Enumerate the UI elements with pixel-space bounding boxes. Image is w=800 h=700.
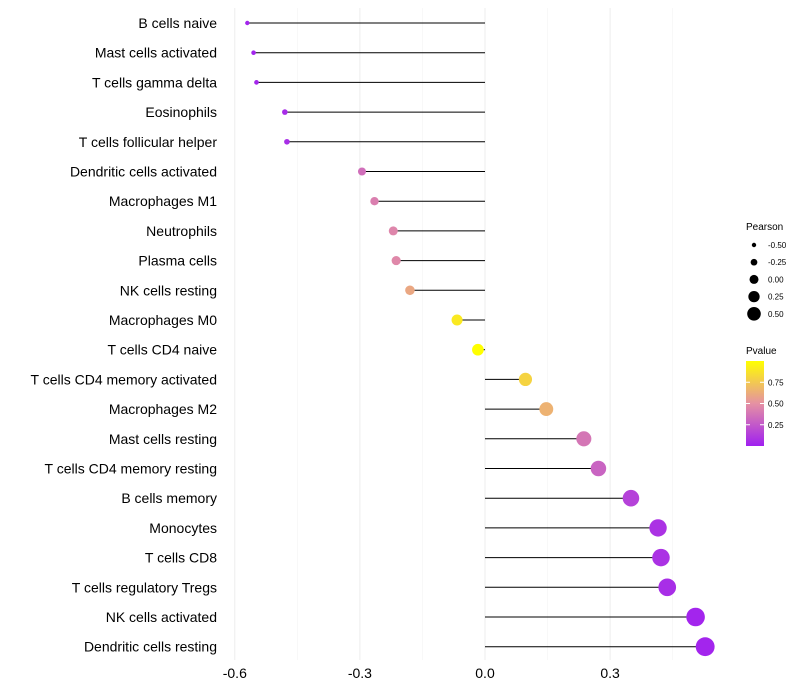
category-label: T cells follicular helper — [79, 134, 218, 150]
lollipop-point — [590, 460, 607, 477]
pvalue-tick-label: 0.25 — [768, 421, 784, 430]
lollipop-point — [658, 578, 677, 597]
x-tick-label: 0.0 — [475, 665, 495, 681]
category-label: NK cells activated — [106, 609, 217, 625]
pearson-legend-label: -0.50 — [768, 241, 787, 250]
pearson-legend-label: 0.50 — [768, 310, 784, 319]
pearson-legend-title: Pearson — [746, 222, 783, 233]
lollipop-point — [251, 50, 256, 55]
category-label: Neutrophils — [146, 223, 217, 239]
category-label: NK cells resting — [120, 282, 217, 298]
pvalue-tick-label: 0.75 — [768, 378, 784, 387]
lollipop-point — [357, 167, 366, 176]
lollipop-point — [622, 489, 640, 507]
category-label: T cells CD4 naive — [108, 342, 218, 358]
category-label: Dendritic cells activated — [70, 164, 217, 180]
category-label: B cells memory — [121, 490, 217, 506]
lollipop-point — [284, 138, 290, 145]
y-axis-labels: B cells naive Mast cells activated T cells… — [31, 15, 218, 655]
lollipop-point — [254, 80, 259, 85]
category-label: Macrophages M2 — [109, 401, 217, 417]
lollipop-point — [370, 196, 379, 206]
category-label: Plasma cells — [138, 253, 217, 269]
lollipop-point — [686, 607, 705, 627]
pearson-legend-key — [747, 307, 761, 321]
pearson-legend-key — [749, 274, 759, 284]
pearson-legend-key — [751, 242, 757, 248]
lollipop-point — [282, 109, 288, 115]
lollipop-point — [518, 372, 533, 387]
lollipop-point — [472, 343, 484, 356]
pvalue-legend: Pvalue 0.75 0.50 0.25 — [746, 346, 784, 446]
points — [245, 20, 715, 657]
pearson-legend: Pearson -0.50 -0.25 0.00 0.25 0.50 — [746, 222, 787, 321]
category-label: Eosinophils — [145, 104, 217, 120]
pearson-legend-key — [750, 258, 758, 266]
pearson-legend-label: 0.25 — [768, 293, 784, 302]
category-label: T cells regulatory Tregs — [72, 579, 217, 595]
lollipop-point — [539, 402, 554, 417]
stems — [247, 22, 706, 648]
lollipop-point — [649, 519, 667, 537]
category-label: T cells CD4 memory resting — [45, 461, 217, 477]
category-label: Macrophages M1 — [109, 193, 217, 209]
pvalue-tick-label: 0.50 — [768, 400, 784, 409]
x-axis-labels: -0.6 -0.3 0.0 0.3 — [223, 665, 620, 681]
category-label: Mast cells activated — [95, 45, 217, 61]
category-label: Dendritic cells resting — [84, 639, 217, 655]
pearson-legend-label: 0.00 — [768, 275, 784, 284]
x-tick-label: 0.3 — [600, 665, 620, 681]
category-label: Monocytes — [149, 520, 217, 536]
x-tick-label: -0.3 — [348, 665, 372, 681]
category-label: Macrophages M0 — [109, 312, 217, 328]
category-label: Mast cells resting — [109, 431, 217, 447]
lollipop-point — [245, 20, 250, 26]
grid-lines — [234, 8, 673, 660]
category-label: B cells naive — [138, 15, 217, 31]
x-tick-label: -0.6 — [223, 665, 247, 681]
lollipop-point — [652, 548, 670, 567]
lollipop-point — [388, 226, 398, 236]
pearson-legend-key — [748, 290, 760, 303]
lollipop-point — [576, 431, 592, 447]
lollipop-point — [451, 314, 463, 326]
category-label: T cells CD8 — [145, 550, 217, 566]
pearson-legend-label: -0.25 — [768, 258, 787, 267]
pvalue-colorbar — [746, 361, 764, 446]
lollipop-point — [391, 256, 401, 266]
category-label: T cells gamma delta — [92, 74, 217, 90]
lollipop-point — [405, 285, 415, 296]
category-label: T cells CD4 memory activated — [31, 371, 217, 387]
lollipop-point — [695, 637, 715, 657]
pvalue-legend-title: Pvalue — [746, 346, 777, 357]
